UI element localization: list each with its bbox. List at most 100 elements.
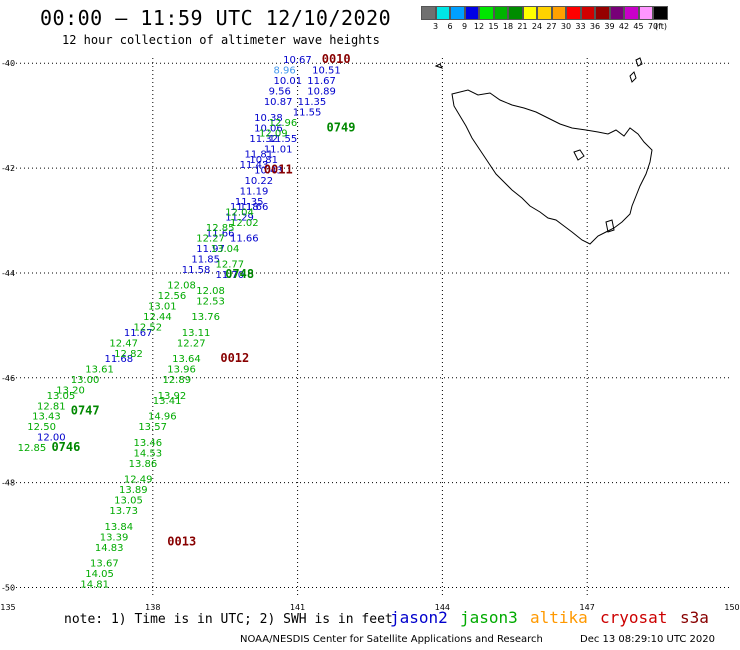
y-tick-label: -40 bbox=[2, 59, 15, 68]
wave-height-label-jason3: 12.52 bbox=[133, 323, 162, 334]
y-tick-label: -48 bbox=[2, 479, 15, 488]
legend-item-altika: altika bbox=[530, 608, 588, 627]
y-tick-label: -42 bbox=[2, 164, 15, 173]
wave-height-label-jason3: 13.61 bbox=[85, 365, 114, 376]
wave-height-label-jason3: 13.41 bbox=[153, 396, 182, 407]
wave-height-label-jason2: 11.85 bbox=[191, 254, 220, 265]
wave-height-label-jason3: 13.57 bbox=[138, 422, 167, 433]
wave-height-label-jason2: 11.29 bbox=[225, 213, 254, 224]
legend-item-s3a: s3a bbox=[680, 608, 709, 627]
y-tick-label: -46 bbox=[2, 374, 15, 383]
wave-height-label-jason3: 13.11 bbox=[182, 328, 211, 339]
color-scale-label: 9 bbox=[461, 22, 468, 31]
x-tick-label: 135 bbox=[0, 603, 15, 612]
color-scale-label: 15 bbox=[488, 22, 499, 31]
legend-item-cryosat: cryosat bbox=[600, 608, 668, 627]
wave-height-label-jason3: 13.05 bbox=[114, 496, 143, 507]
tasmania-coastline bbox=[451, 89, 653, 245]
color-scale-swatch bbox=[522, 6, 537, 20]
color-scale-label: 70 bbox=[647, 22, 659, 31]
wave-height-label-jason3: 13.04 bbox=[211, 244, 240, 255]
x-tick-label: 150 bbox=[724, 603, 739, 612]
wave-height-label-jason2: 10.87 bbox=[264, 97, 293, 108]
color-scale-swatch bbox=[464, 6, 479, 20]
wave-height-label-jason3: 12.85 bbox=[18, 443, 47, 454]
wave-height-label-jason3: 14.05 bbox=[85, 569, 114, 580]
wave-height-label-jason3: 13.89 bbox=[119, 485, 148, 496]
wave-height-label-jason3: 13.67 bbox=[90, 559, 119, 570]
wave-height-label-jason2: 11.18 bbox=[230, 202, 259, 213]
color-scale-swatch bbox=[595, 6, 610, 20]
color-scale-swatch bbox=[566, 6, 581, 20]
color-scale-label: 21 bbox=[517, 22, 528, 31]
wave-height-label-jason2: 10.67 bbox=[283, 55, 312, 66]
wave-height-label-jason2: 10.06 bbox=[254, 123, 283, 134]
legend-item-jason2: jason2 bbox=[390, 608, 448, 627]
wave-height-label-jason2: 11.67 bbox=[124, 328, 153, 339]
color-scale-label: 39 bbox=[604, 22, 615, 31]
color-scale-label: 6 bbox=[447, 22, 453, 31]
color-scale-swatch bbox=[551, 6, 566, 20]
wave-height-label-jason2: 10.38 bbox=[254, 113, 283, 124]
wave-height-label-jason3: 12.27 bbox=[177, 338, 206, 349]
wave-height-label-jason3: 12.89 bbox=[162, 375, 191, 386]
color-scale-swatch bbox=[638, 6, 653, 20]
wave-height-label-jason2: 11.35 bbox=[235, 197, 264, 208]
wave-height-label-jason3: 12.09 bbox=[259, 129, 288, 140]
map-grid bbox=[8, 58, 732, 598]
wave-height-label-jason3: 14.83 bbox=[95, 543, 124, 554]
wave-height-label-jason2: 11.70 bbox=[216, 270, 245, 281]
color-scale-label: 36 bbox=[589, 22, 601, 31]
wave-height-label-jason3: 12.82 bbox=[114, 349, 143, 360]
small-island-west bbox=[434, 63, 443, 69]
pass-time-label: 0749 bbox=[327, 120, 356, 134]
wave-height-label-jason2: 10.51 bbox=[312, 66, 341, 77]
pass-time-label: 0012 bbox=[220, 351, 249, 365]
color-scale-label: 24 bbox=[531, 22, 543, 31]
wave-height-label-jason2: 11.32 bbox=[249, 134, 278, 145]
color-scale-bar bbox=[421, 6, 668, 20]
wave-height-label-jason3: 13.46 bbox=[133, 438, 162, 449]
wave-height-label-altika: 8.96 bbox=[273, 66, 295, 77]
wave-height-label-jason2: 11.35 bbox=[298, 97, 327, 108]
wave-height-label-jason2: 9.56 bbox=[269, 87, 291, 98]
wave-height-label-jason3: 13.05 bbox=[47, 391, 76, 402]
color-scale-swatch bbox=[421, 6, 436, 20]
wave-height-label-jason3: 13.96 bbox=[167, 365, 196, 376]
wave-height-label-jason3: 12.02 bbox=[230, 218, 259, 229]
wave-height-label-jason3: 12.96 bbox=[269, 118, 298, 129]
color-scale-swatch bbox=[435, 6, 450, 20]
wave-height-label-jason3: 12.81 bbox=[37, 401, 66, 412]
wave-height-label-jason3: 13.76 bbox=[191, 312, 220, 323]
note-text: note: 1) Time is in UTC; 2) SWH is in fe… bbox=[64, 612, 393, 627]
wave-height-label-jason2: 10.01 bbox=[273, 76, 302, 87]
page-title: 00:00 – 11:59 UTC 12/10/2020 bbox=[40, 6, 392, 30]
color-scale-swatch bbox=[653, 6, 668, 20]
page-subtitle: 12 hour collection of altimeter wave hei… bbox=[62, 33, 380, 47]
y-tick-label: -44 bbox=[2, 269, 15, 278]
legend-item-jason3: jason3 bbox=[460, 608, 518, 627]
wave-height-label-jason3: 13.20 bbox=[56, 386, 85, 397]
wave-height-label-jason2: 11.67 bbox=[307, 76, 336, 87]
x-tick-label: 138 bbox=[145, 603, 160, 612]
color-scale-swatch bbox=[624, 6, 639, 20]
color-scale-label: 45 bbox=[633, 22, 644, 31]
timestamp-text: Dec 13 08:29:10 UTC 2020 bbox=[580, 634, 715, 645]
wave-height-label-jason3: 13.86 bbox=[129, 459, 158, 470]
wave-height-label-jason2: 10.81 bbox=[249, 155, 278, 166]
wave-height-label-jason2: 12.00 bbox=[37, 433, 66, 444]
wave-height-label-jason2: 11.58 bbox=[182, 265, 211, 276]
pass-time-label: 0747 bbox=[71, 404, 100, 418]
wave-height-label-jason3: 14.96 bbox=[148, 412, 177, 423]
time-labels: 0010 0749 0011 0748 0012 0747 0746 0013 bbox=[51, 52, 355, 548]
wave-height-label-jason3: 14.53 bbox=[133, 448, 162, 459]
color-scale-swatch bbox=[493, 6, 508, 20]
wave-height-label-jason2: 10.22 bbox=[245, 176, 274, 187]
wave-height-label-jason3: 12.85 bbox=[206, 223, 235, 234]
color-scale-label: 42 bbox=[618, 22, 630, 31]
wave-height-label-jason3: 12.47 bbox=[109, 338, 138, 349]
color-scale-label: 27 bbox=[546, 22, 557, 31]
color-scale-swatch bbox=[580, 6, 595, 20]
color-scale-swatch bbox=[537, 6, 552, 20]
wave-height-label-jason3: 13.01 bbox=[148, 302, 177, 313]
